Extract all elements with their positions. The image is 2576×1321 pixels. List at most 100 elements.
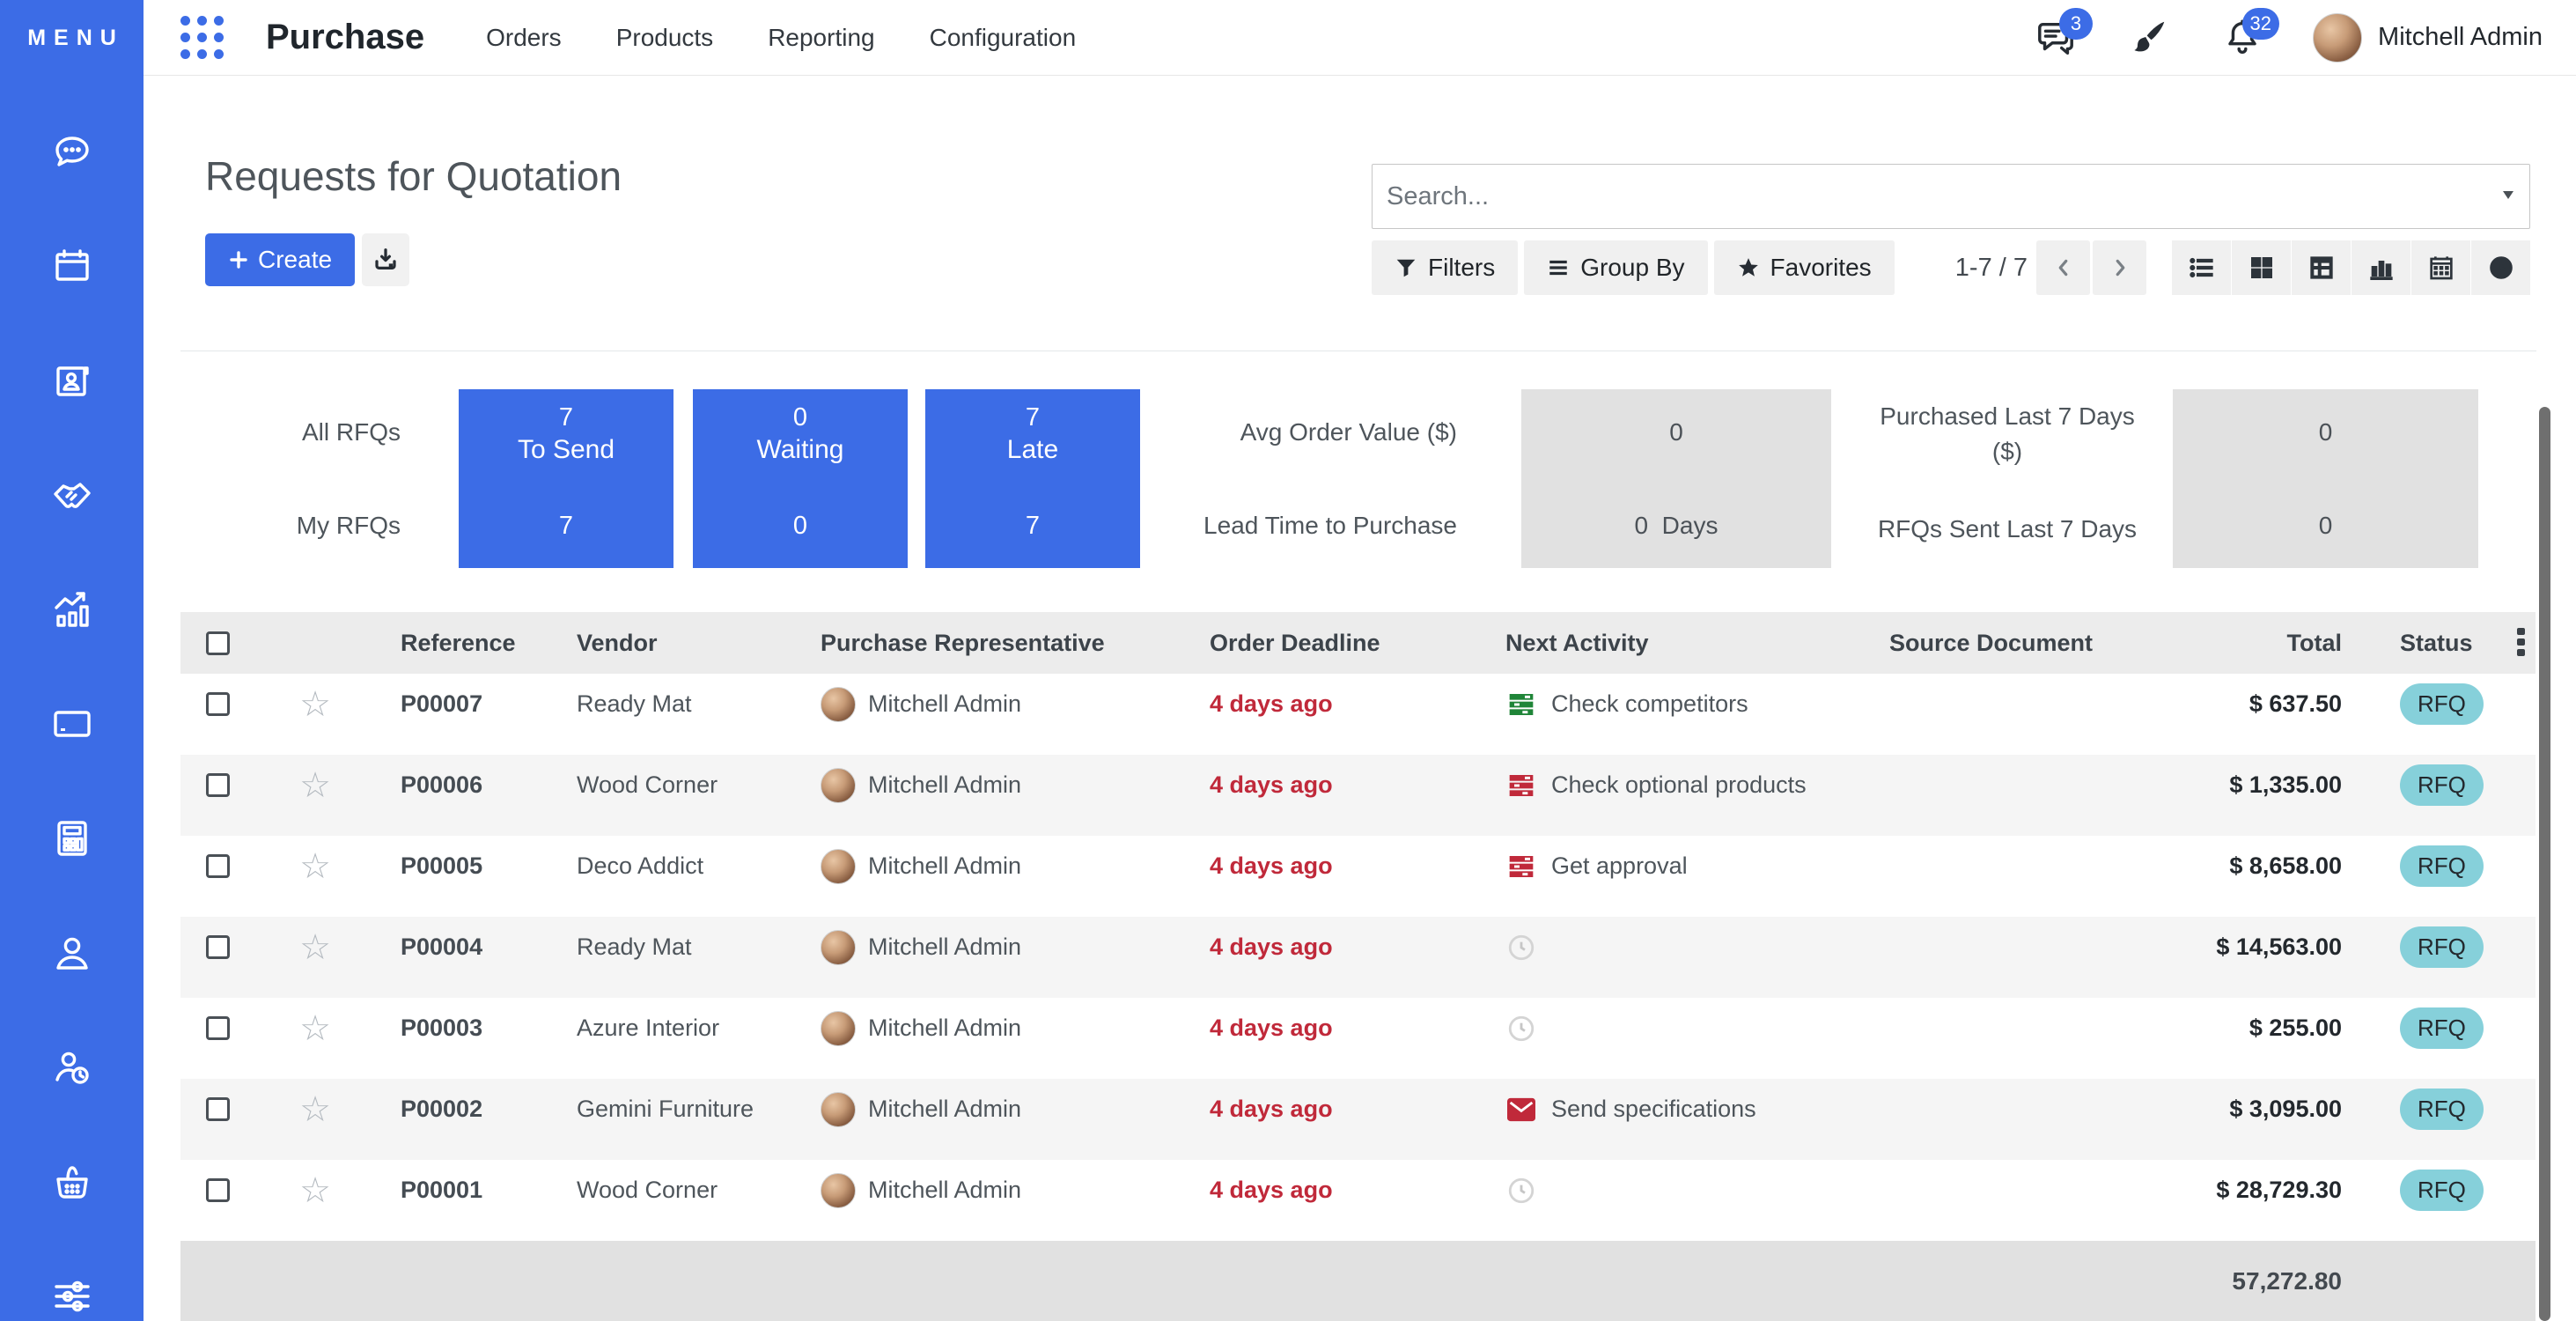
purchased-7days-value: 0	[2318, 418, 2333, 446]
cell-reference: P00007	[401, 690, 483, 718]
table-row[interactable]: ☆ P00002 Gemini Furniture Mitchell Admin…	[180, 1079, 2536, 1160]
header-source-document[interactable]: Source Document	[1889, 629, 2094, 656]
row-checkbox[interactable]	[206, 1097, 230, 1122]
messages-icon[interactable]: 3	[2033, 7, 2094, 61]
activity-tasks-green-icon[interactable]	[1505, 690, 1537, 720]
select-all-checkbox[interactable]	[206, 631, 230, 655]
favorite-star-icon[interactable]: ☆	[299, 1008, 331, 1048]
kpi-tile-last7days[interactable]: 0 0	[2173, 389, 2478, 568]
activity-envelope-icon[interactable]	[1505, 1095, 1537, 1125]
menu-reporting[interactable]: Reporting	[768, 23, 875, 51]
search-dropdown-caret-icon[interactable]	[2503, 191, 2513, 199]
cell-activity-label: Send specifications	[1551, 1096, 1756, 1123]
pager-next-button[interactable]	[2093, 240, 2146, 295]
favorites-button[interactable]: Favorites	[1713, 240, 1895, 295]
kpi-my-rfqs-label[interactable]: My RFQs	[296, 512, 401, 539]
filter-controls: Filters Group By Favorites	[1372, 240, 1895, 295]
topbar-right: 3 32 Mitchell Admin	[2033, 7, 2576, 63]
settings-sliders-icon[interactable]	[51, 1275, 93, 1317]
sales-chart-icon[interactable]	[51, 588, 93, 631]
pivot-view-button[interactable]	[2292, 240, 2351, 295]
graph-view-button[interactable]	[2352, 240, 2410, 295]
activity-clock-icon[interactable]	[1505, 933, 1537, 963]
notifications-badge: 32	[2241, 7, 2280, 40]
table-row[interactable]: ☆ P00001 Wood Corner Mitchell Admin 4 da…	[180, 1160, 2536, 1241]
row-checkbox[interactable]	[206, 854, 230, 879]
rfq-list-table: Reference Vendor Purchase Representative…	[180, 612, 2536, 1321]
kanban-view-button[interactable]	[2232, 240, 2291, 295]
vertical-scrollbar[interactable]	[2539, 407, 2550, 1321]
activity-clock-icon[interactable]	[1505, 1176, 1537, 1206]
table-row[interactable]: ☆ P00004 Ready Mat Mitchell Admin 4 days…	[180, 917, 2536, 998]
optional-columns-icon[interactable]	[2517, 628, 2525, 656]
header-vendor[interactable]: Vendor	[577, 629, 658, 656]
favorite-star-icon[interactable]: ☆	[299, 684, 331, 724]
contacts-icon[interactable]	[51, 359, 93, 402]
group-by-button[interactable]: Group By	[1524, 240, 1708, 295]
apps-grid-icon[interactable]	[180, 16, 224, 59]
favorite-star-icon[interactable]: ☆	[299, 846, 331, 886]
late-all-value: 7	[1025, 403, 1041, 432]
header-order-deadline[interactable]: Order Deadline	[1210, 629, 1380, 656]
header-reference[interactable]: Reference	[401, 629, 516, 656]
crm-handshake-icon[interactable]	[51, 474, 93, 516]
paintbrush-icon[interactable]	[2126, 15, 2172, 61]
user-name: Mitchell Admin	[2378, 23, 2543, 51]
accounting-calculator-icon[interactable]	[51, 817, 93, 860]
activity-clock-icon[interactable]	[1505, 1014, 1537, 1044]
calendar-view-button[interactable]	[2411, 240, 2470, 295]
kpi-tile-avg-lead[interactable]: 0 0 Days	[1521, 389, 1831, 568]
status-badge: RFQ	[2400, 845, 2484, 888]
page-title: Requests for Quotation	[205, 153, 622, 199]
kpi-tile-to-send[interactable]: 7 To Send 7	[459, 389, 673, 568]
rfqs-sent-7days-value: 0	[2318, 512, 2333, 539]
search-input[interactable]	[1387, 165, 2478, 228]
menu-orders[interactable]: Orders	[486, 23, 562, 51]
favorite-star-icon[interactable]: ☆	[299, 1170, 331, 1210]
favorite-star-icon[interactable]: ☆	[299, 765, 331, 805]
menu-configuration[interactable]: Configuration	[929, 23, 1077, 51]
list-view-button[interactable]	[2172, 240, 2231, 295]
menu-toggle[interactable]: MENU	[27, 25, 124, 50]
favorite-star-icon[interactable]: ☆	[299, 1089, 331, 1129]
activity-tasks-red-icon[interactable]	[1505, 771, 1537, 801]
menu-products[interactable]: Products	[615, 23, 714, 51]
notifications-bell-icon[interactable]: 32	[2219, 7, 2280, 61]
row-checkbox[interactable]	[206, 692, 230, 717]
cell-reference: P00006	[401, 771, 483, 799]
row-checkbox[interactable]	[206, 773, 230, 798]
rep-avatar	[821, 929, 856, 965]
favorite-star-icon[interactable]: ☆	[299, 927, 331, 967]
header-status[interactable]: Status	[2400, 629, 2473, 656]
filters-button[interactable]: Filters	[1372, 240, 1519, 295]
activity-view-button[interactable]	[2471, 240, 2530, 295]
row-checkbox[interactable]	[206, 1016, 230, 1041]
attendance-user-clock-icon[interactable]	[51, 1046, 93, 1089]
to-send-all-value: 7	[558, 403, 574, 432]
export-button[interactable]	[362, 233, 410, 286]
pos-card-icon[interactable]	[51, 703, 93, 745]
purchase-basket-icon[interactable]	[51, 1161, 93, 1203]
header-purchase-representative[interactable]: Purchase Representative	[821, 629, 1105, 656]
kpi-all-rfqs-label[interactable]: All RFQs	[302, 418, 401, 446]
table-row[interactable]: ☆ P00003 Azure Interior Mitchell Admin 4…	[180, 998, 2536, 1079]
kpi-tile-late[interactable]: 7 Late 7	[925, 389, 1140, 568]
table-row[interactable]: ☆ P00005 Deco Addict Mitchell Admin 4 da…	[180, 836, 2536, 917]
table-row[interactable]: ☆ P00007 Ready Mat Mitchell Admin 4 days…	[180, 674, 2536, 755]
cell-total: $ 3,095.00	[2229, 1096, 2342, 1123]
activity-tasks-red-icon[interactable]	[1505, 852, 1537, 882]
header-next-activity[interactable]: Next Activity	[1505, 629, 1649, 656]
calendar-icon[interactable]	[51, 245, 93, 287]
user-menu[interactable]: Mitchell Admin	[2313, 12, 2543, 63]
header-total[interactable]: Total	[2286, 629, 2343, 656]
kpi-tile-waiting[interactable]: 0 Waiting 0	[693, 389, 908, 568]
discuss-icon[interactable]	[51, 130, 93, 173]
create-button[interactable]: Create	[205, 233, 356, 286]
pager-prev-button[interactable]	[2036, 240, 2090, 295]
row-checkbox[interactable]	[206, 935, 230, 960]
app-brand-title[interactable]: Purchase	[266, 18, 425, 56]
table-row[interactable]: ☆ P00006 Wood Corner Mitchell Admin 4 da…	[180, 755, 2536, 836]
employees-icon[interactable]	[51, 932, 93, 974]
row-checkbox[interactable]	[206, 1178, 230, 1203]
cell-vendor: Azure Interior	[577, 1015, 720, 1042]
